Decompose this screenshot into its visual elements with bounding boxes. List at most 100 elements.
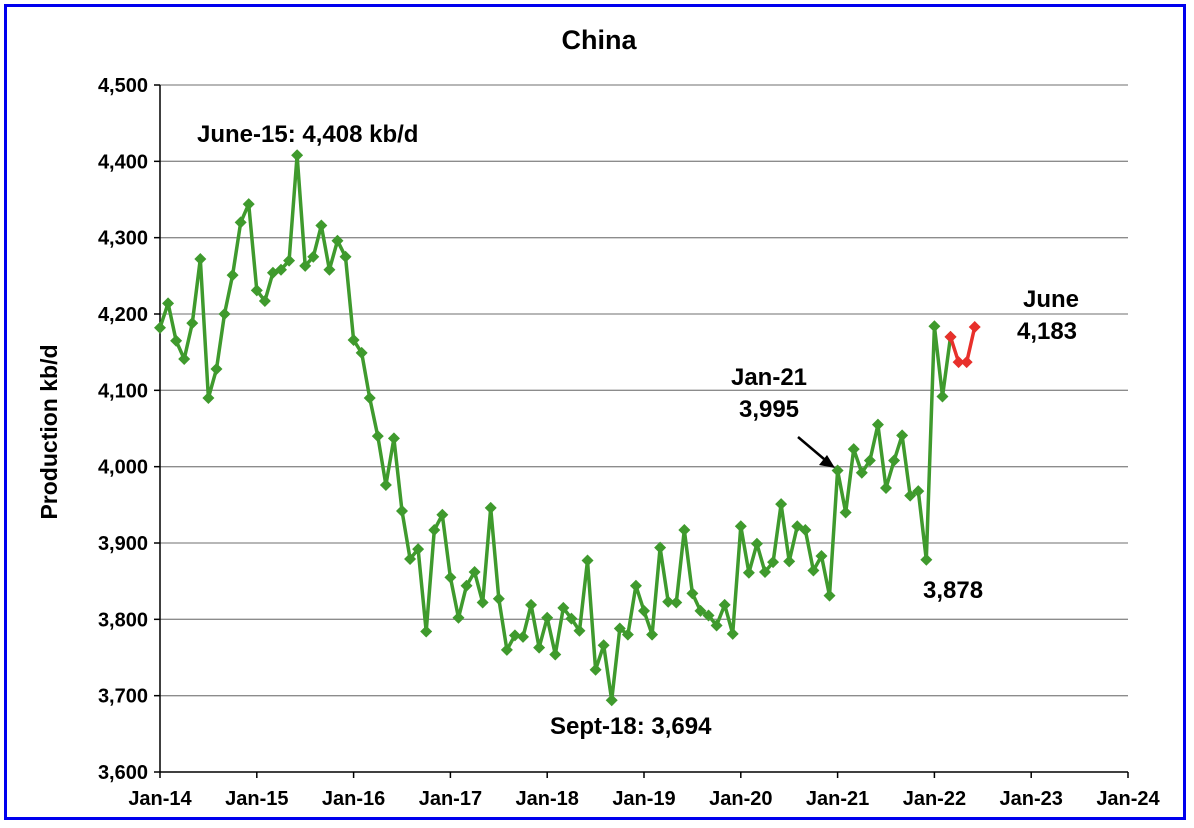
data-point bbox=[299, 259, 312, 272]
annotation-peak: June-15: 4,408 kb/d bbox=[197, 121, 418, 148]
y-tick-label: 3,800 bbox=[98, 609, 148, 631]
data-point bbox=[629, 579, 642, 592]
data-point bbox=[742, 566, 755, 579]
series-markers bbox=[154, 149, 981, 707]
data-point bbox=[597, 639, 610, 652]
x-tick-label: Jan-19 bbox=[612, 788, 675, 810]
data-point bbox=[517, 630, 529, 643]
data-point bbox=[888, 454, 901, 467]
data-point bbox=[500, 643, 513, 656]
data-point bbox=[863, 454, 876, 467]
chart-title: China bbox=[561, 25, 637, 55]
data-point bbox=[387, 432, 400, 445]
y-tick-label: 4,400 bbox=[98, 151, 148, 173]
annotation-jan21-label: Jan-21 bbox=[731, 364, 807, 391]
data-point bbox=[589, 663, 602, 676]
data-point bbox=[799, 524, 812, 537]
data-point bbox=[428, 524, 441, 537]
data-point bbox=[218, 308, 231, 320]
annotation-arrow-line bbox=[797, 436, 825, 460]
y-tick-label: 3,600 bbox=[98, 762, 148, 784]
data-point bbox=[880, 482, 892, 495]
y-tick-label: 4,100 bbox=[98, 380, 148, 402]
data-point bbox=[444, 571, 457, 584]
x-tick-label: Jan-15 bbox=[225, 788, 288, 810]
data-point bbox=[775, 498, 788, 511]
annotation-june-value: 4,183 bbox=[1017, 318, 1077, 345]
y-tick-label: 4,500 bbox=[98, 75, 148, 97]
data-point bbox=[815, 549, 828, 562]
data-point bbox=[170, 334, 183, 347]
data-point bbox=[920, 553, 933, 566]
data-point bbox=[605, 694, 618, 707]
data-point bbox=[686, 587, 699, 600]
y-tick-label: 4,300 bbox=[98, 228, 148, 250]
y-tick-label: 3,700 bbox=[98, 686, 148, 708]
data-point bbox=[533, 641, 546, 654]
data-point bbox=[759, 566, 771, 579]
data-point bbox=[936, 390, 949, 403]
data-point bbox=[476, 596, 489, 609]
data-point bbox=[654, 541, 667, 554]
annotation-jan21-value: 3,995 bbox=[739, 396, 799, 423]
data-point bbox=[202, 391, 215, 404]
data-point bbox=[250, 284, 263, 297]
data-point bbox=[565, 612, 578, 625]
data-point bbox=[347, 333, 360, 346]
y-tick-label: 4,200 bbox=[98, 304, 148, 326]
data-point bbox=[460, 579, 473, 592]
data-point bbox=[379, 478, 392, 491]
data-point bbox=[726, 627, 739, 640]
annotation-arrow-head bbox=[819, 455, 835, 468]
data-point bbox=[613, 622, 626, 635]
y-tick-labels: 3,600 3,700 3,800 3,900 4,000 4,100 4,200 4,300… bbox=[98, 75, 148, 784]
data-point bbox=[710, 619, 723, 632]
data-point bbox=[694, 604, 707, 617]
data-point bbox=[234, 216, 247, 229]
data-point bbox=[557, 601, 570, 614]
data-point bbox=[734, 520, 747, 533]
data-point bbox=[210, 362, 223, 375]
data-point bbox=[404, 553, 417, 566]
data-point bbox=[871, 418, 884, 431]
y-tick-label: 3,900 bbox=[98, 533, 148, 555]
data-point bbox=[839, 506, 852, 519]
data-point bbox=[855, 466, 868, 479]
data-point bbox=[847, 443, 860, 456]
data-point bbox=[452, 611, 465, 624]
chart-frame: China Production kb/d 3,600 3,700 3,800 3,9… bbox=[4, 4, 1186, 820]
data-point bbox=[960, 356, 973, 369]
x-tick-labels: Jan-14 Jan-15 Jan-16 Jan-17 Jan-18 Jan-19 Jan-… bbox=[128, 788, 1160, 810]
data-point bbox=[186, 317, 199, 330]
axes bbox=[154, 84, 1129, 778]
data-point bbox=[283, 254, 296, 267]
data-point bbox=[331, 234, 344, 247]
series-line-1 bbox=[948, 326, 977, 364]
data-point bbox=[275, 263, 287, 276]
annotation-dip-value: 3,878 bbox=[923, 577, 983, 604]
data-point bbox=[154, 321, 166, 334]
data-point bbox=[371, 430, 384, 443]
data-point bbox=[258, 295, 271, 308]
data-point bbox=[662, 595, 675, 608]
data-point bbox=[194, 253, 207, 266]
x-tick-label: Jan-16 bbox=[322, 788, 385, 810]
annotations: June-15: 4,408 kb/d Sept-18: 3,694 Jan-2… bbox=[197, 121, 1079, 740]
data-point bbox=[646, 628, 659, 641]
annotation-june-label: June bbox=[1023, 286, 1079, 313]
data-point bbox=[678, 524, 691, 537]
gridlines bbox=[160, 84, 1128, 697]
y-axis-label: Production kb/d bbox=[36, 344, 62, 519]
x-tick-label: Jan-24 bbox=[1096, 788, 1160, 810]
data-point bbox=[178, 353, 191, 366]
data-point bbox=[718, 598, 731, 611]
data-point bbox=[928, 320, 941, 333]
data-point bbox=[952, 356, 965, 369]
data-point bbox=[307, 250, 320, 263]
data-point bbox=[702, 609, 715, 622]
x-tick-label: Jan-21 bbox=[806, 788, 869, 810]
data-point bbox=[670, 596, 683, 609]
x-tick-label: Jan-17 bbox=[419, 788, 482, 810]
data-point bbox=[912, 485, 925, 498]
data-point bbox=[363, 391, 376, 404]
